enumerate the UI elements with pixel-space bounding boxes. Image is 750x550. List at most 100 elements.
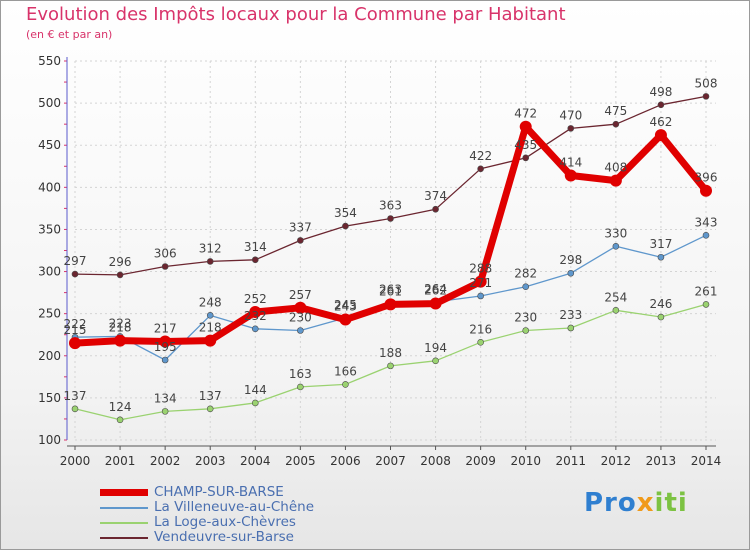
point-label-2-2012: 254 [604, 290, 627, 304]
point-label-3-2008: 374 [424, 189, 447, 203]
point-label-1-2013: 317 [649, 237, 672, 251]
data-point-3-2005 [297, 237, 304, 244]
data-point-1-2002 [161, 356, 169, 364]
data-point-3-2000 [71, 270, 79, 278]
point-label-2-2001: 124 [109, 400, 132, 414]
point-label-0-2006: 243 [334, 300, 357, 314]
legend-swatch-3 [100, 537, 148, 539]
data-point-3-2007 [387, 215, 394, 222]
data-point-0-2004 [249, 305, 262, 318]
chart-title: Evolution des Impôts locaux pour la Comm… [26, 4, 566, 25]
x-tick-label-2009: 2009 [465, 454, 496, 468]
point-label-1-2005: 230 [289, 311, 312, 325]
data-point-3-2011 [567, 125, 575, 132]
chart-subtitle: (en € et par an) [26, 28, 113, 41]
data-point-2-2008 [432, 357, 439, 365]
data-point-1-2011 [567, 269, 575, 277]
x-tick-label-2003: 2003 [195, 454, 226, 468]
point-labels: 215 218 217 218 252 257 243 261 262 288 472 414 408 4… [64, 76, 718, 413]
point-label-3-2010: 435 [514, 138, 537, 152]
point-label-1-2002: 195 [154, 340, 177, 354]
point-label-1-2008: 264 [424, 282, 447, 296]
brand-part-3: iti [654, 488, 688, 518]
data-point-2-2000 [71, 405, 79, 413]
x-tick-label-2004: 2004 [240, 454, 271, 468]
point-label-2-2003: 137 [199, 389, 222, 403]
point-label-2-2002: 134 [154, 391, 177, 405]
point-label-3-2005: 337 [289, 220, 312, 234]
point-label-2-2009: 216 [469, 322, 492, 336]
point-label-0-2013: 462 [649, 115, 672, 129]
point-label-3-2012: 475 [604, 104, 627, 118]
y-tick-label-200: 200 [38, 349, 61, 363]
point-label-1-2006: 245 [334, 298, 357, 312]
data-point-3-2012 [612, 120, 620, 128]
point-label-0-2004: 252 [244, 292, 267, 306]
point-label-0-2001: 218 [109, 321, 132, 335]
point-label-2-2010: 230 [514, 311, 537, 325]
data-point-1-2005 [297, 327, 304, 334]
brand-logo: Proxiti [584, 488, 688, 518]
data-point-3-2014 [702, 93, 710, 100]
point-label-0-2010: 472 [514, 107, 537, 121]
x-tick-label-2014: 2014 [691, 454, 722, 468]
grid-lines [74, 60, 716, 441]
x-tick-label-2006: 2006 [330, 454, 361, 468]
data-point-3-2006 [342, 222, 349, 230]
data-point-2-2002 [161, 408, 169, 415]
point-label-3-2004: 314 [244, 240, 267, 254]
point-label-3-2001: 296 [109, 255, 132, 269]
x-tick-label-2013: 2013 [646, 454, 677, 468]
point-label-3-2009: 422 [469, 149, 492, 163]
point-label-2-2014: 261 [695, 284, 718, 298]
point-label-1-2004: 232 [244, 309, 267, 323]
point-label-3-2011: 470 [559, 108, 582, 122]
x-tick-label-2000: 2000 [60, 454, 91, 468]
data-point-1-2014 [702, 232, 710, 239]
y-tick-label-300: 300 [38, 265, 61, 279]
data-point-0-2006 [339, 313, 352, 326]
data-point-0-2010 [519, 120, 532, 133]
brand-part-1: Pro [584, 488, 637, 518]
point-label-1-2010: 282 [514, 267, 537, 281]
point-label-2-2005: 163 [289, 367, 312, 381]
data-point-0-2011 [564, 169, 577, 182]
data-point-2-2004 [251, 399, 259, 407]
data-point-2-2010 [522, 327, 530, 334]
point-label-1-2007: 263 [379, 283, 402, 297]
point-label-0-2012: 408 [604, 161, 627, 175]
point-label-0-2011: 414 [559, 156, 582, 170]
data-point-1-2013 [657, 253, 665, 261]
point-label-3-2000: 297 [64, 254, 87, 268]
point-label-2-2006: 166 [334, 364, 357, 378]
data-point-0-2003 [204, 334, 217, 347]
point-label-0-2003: 218 [199, 321, 222, 335]
point-label-1-2009: 271 [469, 276, 492, 290]
data-point-2-2003 [206, 405, 214, 413]
data-point-1-2009 [477, 292, 484, 300]
point-label-3-2003: 312 [199, 241, 222, 255]
data-point-2-2012 [612, 306, 620, 314]
legend-label-3: Vendeuvre-sur-Barse [154, 529, 294, 545]
data-point-3-2001 [116, 271, 124, 279]
data-point-2-2009 [477, 339, 484, 346]
point-label-0-2009: 288 [469, 262, 492, 276]
data-point-0-2002 [159, 335, 172, 348]
data-point-2-2005 [297, 383, 304, 391]
point-label-0-2008: 262 [424, 284, 447, 298]
x-tick-label-2010: 2010 [510, 454, 541, 468]
x-tick-label-2002: 2002 [150, 454, 181, 468]
y-tick-label-350: 350 [38, 222, 61, 236]
data-point-2-2006 [342, 381, 349, 388]
legend-swatch-1 [100, 507, 148, 509]
x-tick-label-2011: 2011 [556, 454, 587, 468]
data-point-2-2001 [116, 416, 124, 424]
x-tick-label-2012: 2012 [601, 454, 632, 468]
y-tick-label-550: 550 [38, 54, 61, 68]
x-tick-label-2005: 2005 [285, 454, 316, 468]
point-label-1-2000: 222 [64, 317, 87, 331]
data-point-0-2008 [429, 297, 442, 310]
data-point-1-2004 [251, 325, 259, 333]
data-point-3-2010 [522, 154, 530, 162]
point-label-0-2007: 261 [379, 284, 402, 298]
